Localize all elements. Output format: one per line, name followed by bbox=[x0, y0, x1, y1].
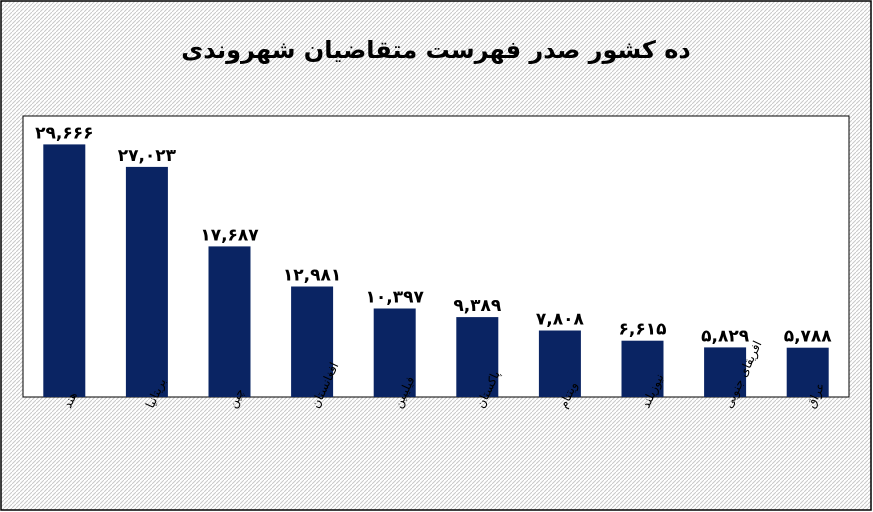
value-label-7: ۷,۸۰۸ bbox=[536, 310, 585, 330]
value-label-10: ۵,۷۸۸ bbox=[784, 327, 833, 347]
bar-7 bbox=[538, 330, 581, 397]
value-label-4: ۱۲,۹۸۱ bbox=[283, 266, 341, 286]
bar-8 bbox=[621, 340, 664, 397]
value-label-1: ۲۹,۶۶۶ bbox=[35, 123, 93, 143]
value-label-6: ۹,۳۸۹ bbox=[453, 296, 502, 316]
value-label-9: ۵,۸۲۹ bbox=[701, 326, 750, 346]
bar-4 bbox=[291, 286, 334, 397]
bar-6 bbox=[456, 317, 499, 397]
bar-3 bbox=[208, 246, 251, 397]
chart-title: ده کشور صدر فهرست متقاضیان شهروندی bbox=[181, 36, 690, 64]
value-label-2: ۲۷,۰۲۳ bbox=[118, 146, 177, 166]
value-labels-group: ۲۹,۶۶۶ ۲۷,۰۲۳ ۱۷,۶۸۷ ۱۲,۹۸۱ ۱۰,۳۹۷ ۹,۳۸۹ ۷,۸۰۸… bbox=[35, 123, 833, 347]
category-label-1: هند bbox=[60, 390, 80, 411]
value-label-8: ۶,۶۱۵ bbox=[619, 320, 667, 340]
bar-10 bbox=[786, 347, 829, 397]
bar-1 bbox=[43, 144, 86, 397]
value-label-5: ۱۰,۳۹۷ bbox=[366, 288, 425, 308]
bar-5 bbox=[373, 308, 416, 397]
bar-2 bbox=[125, 166, 168, 397]
bars-group bbox=[43, 144, 829, 397]
bar-9 bbox=[704, 347, 747, 397]
value-label-3: ۱۷,۶۸۷ bbox=[200, 225, 259, 245]
